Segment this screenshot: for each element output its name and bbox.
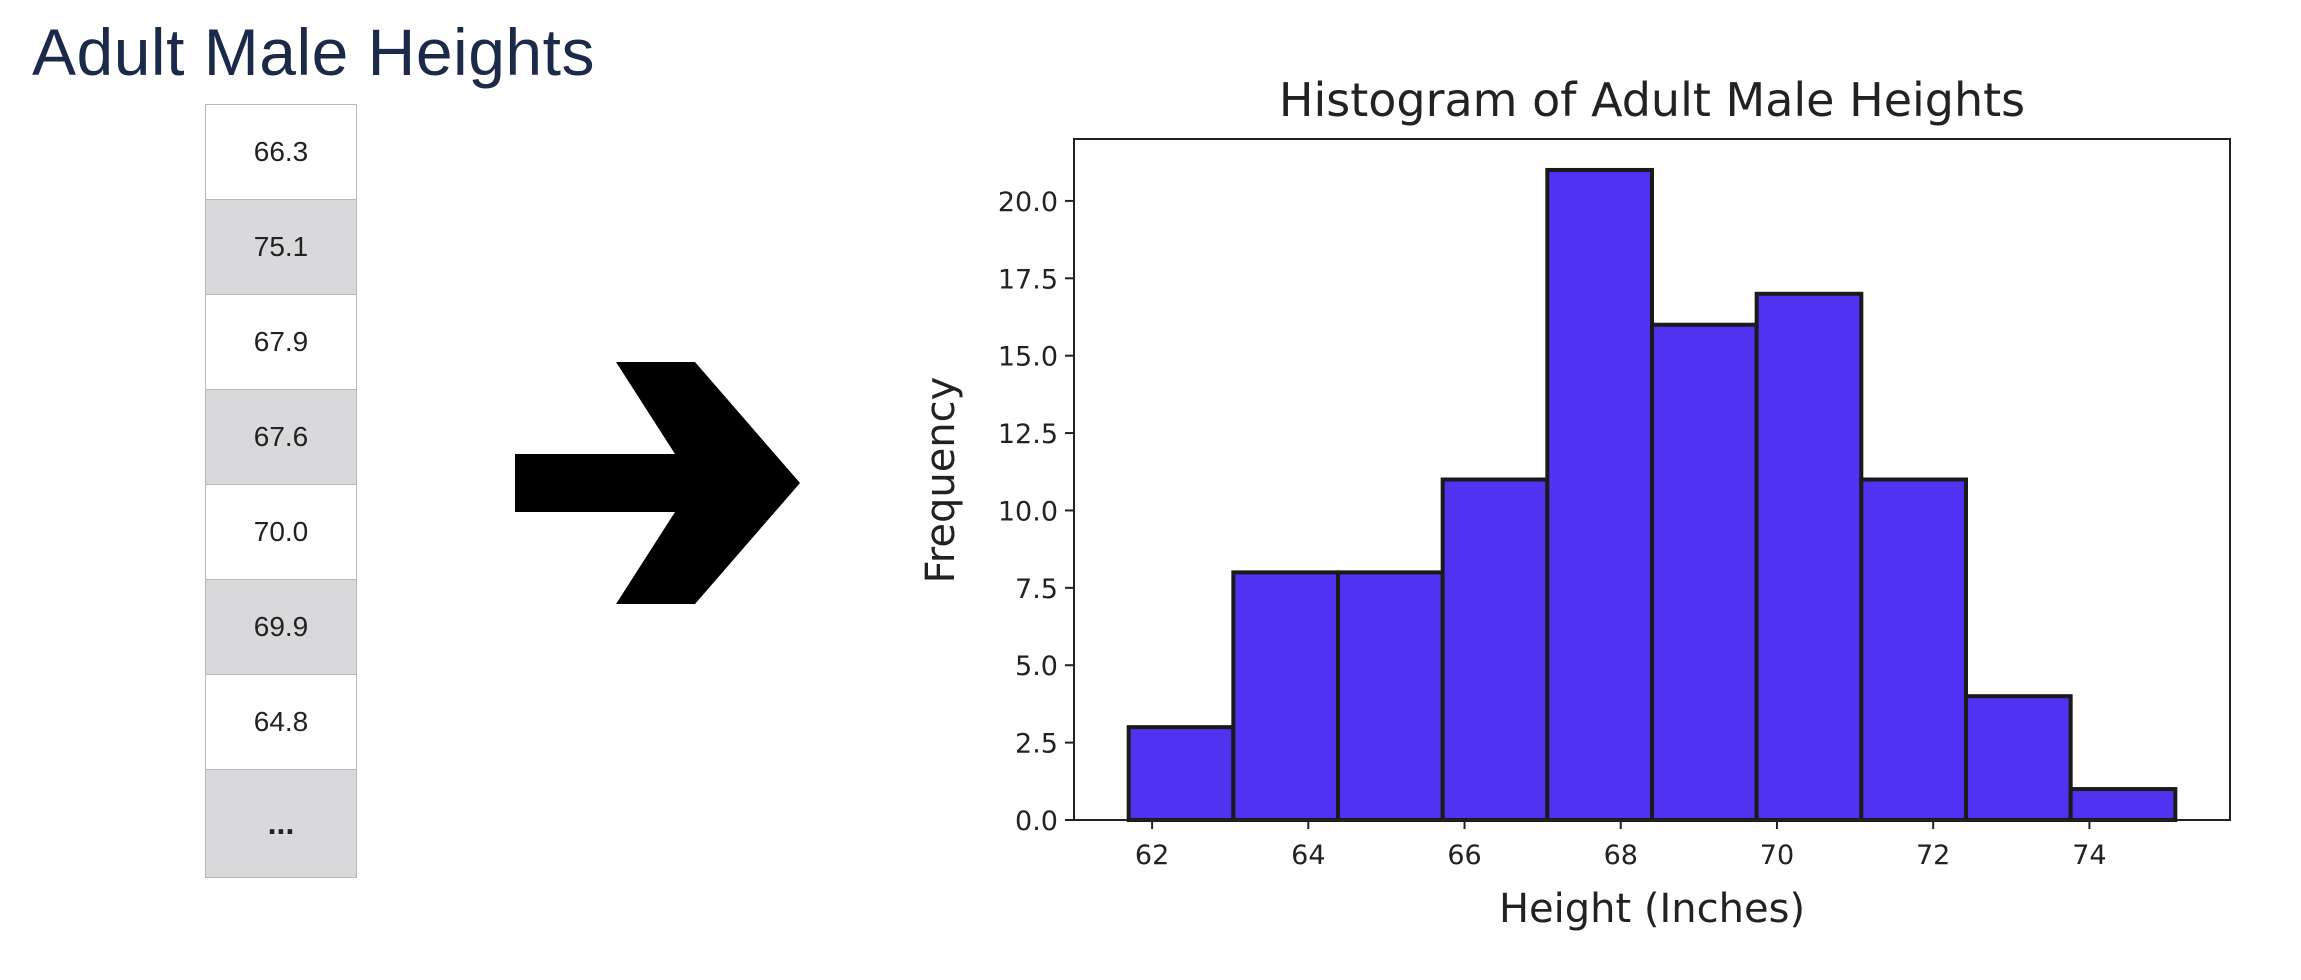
histogram-bar xyxy=(1126,725,1236,822)
list-ellipsis: ... xyxy=(206,770,356,877)
x-axis-label: Height (Inches) xyxy=(1499,886,1805,932)
y-tick-label: 12.5 xyxy=(998,419,1058,450)
list-item: 75.1 xyxy=(206,200,356,295)
list-item: 66.3 xyxy=(206,105,356,200)
y-tick-label: 17.5 xyxy=(998,264,1058,295)
left-title: Adult Male Heights xyxy=(32,15,595,89)
y-tick-label: 20.0 xyxy=(998,187,1058,218)
histogram-bar xyxy=(1754,291,1864,823)
list-item: 64.8 xyxy=(206,675,356,770)
height-values-list: 66.3 75.1 67.9 67.6 70.0 69.9 64.8 ... xyxy=(205,104,357,878)
list-item: 70.0 xyxy=(206,485,356,580)
x-tick-label: 62 xyxy=(1135,840,1169,871)
y-axis-label: Frequency xyxy=(918,377,964,584)
y-tick-label: 0.0 xyxy=(1015,806,1058,837)
list-item: 67.9 xyxy=(206,295,356,390)
x-tick-label: 74 xyxy=(2072,840,2106,871)
y-tick-label: 10.0 xyxy=(998,496,1058,527)
histogram-bar xyxy=(1440,477,1550,822)
chart-title: Histogram of Adult Male Heights xyxy=(1279,73,2025,127)
histogram-bar xyxy=(1650,322,1759,822)
histogram-bar xyxy=(1545,167,1654,823)
y-tick-label: 5.0 xyxy=(1015,651,1058,682)
y-tick-label: 7.5 xyxy=(1015,574,1058,605)
x-tick-label: 64 xyxy=(1291,840,1325,871)
x-tick-label: 66 xyxy=(1447,840,1481,871)
right-arrow-icon xyxy=(515,362,800,604)
list-item: 67.6 xyxy=(206,390,356,485)
plot-frame xyxy=(1073,138,2231,821)
list-item: 69.9 xyxy=(206,580,356,675)
y-tick-label: 2.5 xyxy=(1015,729,1058,760)
x-tick-label: 68 xyxy=(1604,840,1638,871)
histogram-bar xyxy=(1963,694,2073,823)
histogram-bar xyxy=(1336,570,1445,823)
y-tick-label: 15.0 xyxy=(998,342,1058,373)
x-tick-label: 70 xyxy=(1760,840,1794,871)
histogram-bar xyxy=(1859,477,1968,822)
histogram-bar xyxy=(2068,787,2178,823)
histogram-bar xyxy=(1231,570,1341,823)
x-tick-label: 72 xyxy=(1916,840,1950,871)
